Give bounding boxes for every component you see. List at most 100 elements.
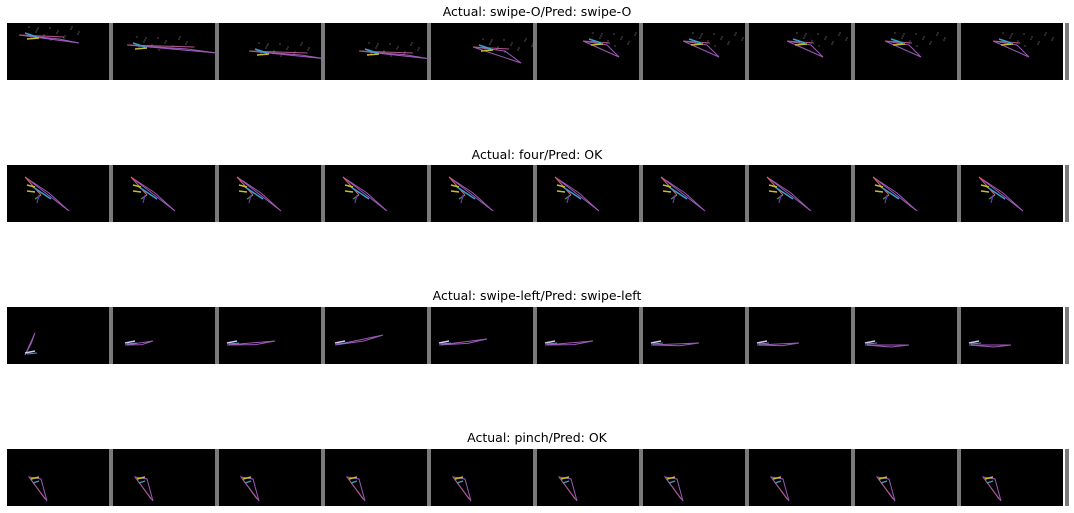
- frame-strip: [7, 23, 1069, 80]
- hand-pose-sketch: [582, 32, 637, 58]
- frame-separator: [639, 165, 643, 222]
- frame-separator: [427, 165, 431, 222]
- frame-strip: [7, 165, 1069, 222]
- video-frame: [961, 165, 1063, 222]
- frame-separator: [745, 165, 749, 222]
- frame-separator: [427, 307, 431, 364]
- hand-pose-sketch: [438, 338, 488, 346]
- row-title: Actual: swipe-left/Pred: swipe-left: [432, 288, 642, 303]
- hand-pose-sketch: [766, 176, 812, 212]
- frame-separator: [109, 23, 113, 80]
- video-frame: [855, 449, 957, 506]
- frame-separator: [639, 449, 643, 506]
- hand-pose-sketch: [334, 334, 384, 346]
- frame-separator: [957, 307, 961, 364]
- frame-separator: [109, 449, 113, 506]
- hand-pose-sketch: [27, 476, 48, 502]
- video-frame: [537, 307, 639, 364]
- hand-pose-sketch: [756, 340, 800, 347]
- frame-separator: [321, 307, 325, 364]
- video-frame: [113, 165, 215, 222]
- video-frame: [325, 23, 427, 80]
- frame-separator: [1065, 165, 1069, 222]
- frame-separator: [957, 449, 961, 506]
- frame-separator: [639, 23, 643, 80]
- video-frame: [113, 23, 215, 80]
- hand-pose-sketch: [24, 332, 38, 356]
- hand-pose-sketch: [682, 32, 744, 58]
- hand-pose-sketch: [557, 476, 578, 502]
- hand-pose-sketch: [124, 340, 154, 346]
- video-frame: [219, 23, 321, 80]
- frame-separator: [427, 23, 431, 80]
- frame-separator: [957, 165, 961, 222]
- hand-pose-sketch: [978, 176, 1024, 212]
- video-frame: [431, 165, 533, 222]
- frame-strip: [7, 449, 1069, 506]
- video-frame: [537, 449, 639, 506]
- hand-pose-sketch: [786, 32, 848, 58]
- video-frame: [961, 23, 1063, 80]
- video-frame: [643, 307, 745, 364]
- frame-separator: [533, 307, 537, 364]
- hand-pose-sketch: [968, 340, 1012, 348]
- hand-pose-sketch: [24, 176, 70, 212]
- hand-pose-sketch: [872, 176, 918, 212]
- video-frame: [431, 449, 533, 506]
- video-frame: [537, 165, 639, 222]
- hand-pose-sketch: [544, 340, 594, 346]
- video-frame: [961, 449, 1063, 506]
- frame-separator: [109, 307, 113, 364]
- video-frame: [431, 307, 533, 364]
- video-frame: [855, 307, 957, 364]
- frame-strip: [7, 307, 1069, 364]
- hand-pose-sketch: [126, 36, 215, 54]
- hand-pose-sketch: [133, 476, 154, 502]
- video-frame: [537, 23, 639, 80]
- video-frame: [219, 165, 321, 222]
- frame-separator: [745, 23, 749, 80]
- frame-separator: [215, 23, 219, 80]
- hand-pose-sketch: [342, 176, 388, 212]
- frame-separator: [427, 449, 431, 506]
- frame-separator: [745, 307, 749, 364]
- frame-separator: [851, 23, 855, 80]
- hand-pose-sketch: [981, 476, 1002, 502]
- hand-pose-sketch: [650, 340, 700, 347]
- video-frame: [219, 449, 321, 506]
- video-frame: [749, 307, 851, 364]
- frame-separator: [1065, 449, 1069, 506]
- frame-separator: [321, 449, 325, 506]
- video-frame: [749, 23, 851, 80]
- frame-separator: [745, 449, 749, 506]
- video-frame: [113, 449, 215, 506]
- hand-pose-sketch: [875, 476, 896, 502]
- hand-pose-sketch: [884, 32, 946, 58]
- frame-separator: [215, 307, 219, 364]
- hand-pose-sketch: [663, 476, 684, 502]
- video-frame: [855, 23, 957, 80]
- hand-pose-sketch: [864, 340, 910, 348]
- frame-separator: [321, 165, 325, 222]
- frame-separator: [851, 307, 855, 364]
- video-frame: [749, 449, 851, 506]
- hand-pose-sketch: [769, 476, 790, 502]
- hand-pose-sketch: [448, 176, 494, 212]
- row-title: Actual: four/Pred: OK: [471, 147, 603, 162]
- video-frame: [7, 307, 109, 364]
- video-frame: [325, 449, 427, 506]
- frame-separator: [533, 449, 537, 506]
- hand-pose-sketch: [554, 176, 600, 212]
- frame-separator: [533, 165, 537, 222]
- row-title: Actual: swipe-O/Pred: swipe-O: [442, 4, 632, 19]
- hand-pose-sketch: [236, 176, 282, 212]
- video-frame: [7, 23, 109, 80]
- hand-pose-sketch: [239, 476, 260, 502]
- video-frame: [749, 165, 851, 222]
- hand-pose-sketch: [992, 32, 1054, 58]
- video-frame: [7, 165, 109, 222]
- video-frame: [325, 165, 427, 222]
- frame-separator: [215, 165, 219, 222]
- video-frame: [219, 307, 321, 364]
- video-frame: [643, 449, 745, 506]
